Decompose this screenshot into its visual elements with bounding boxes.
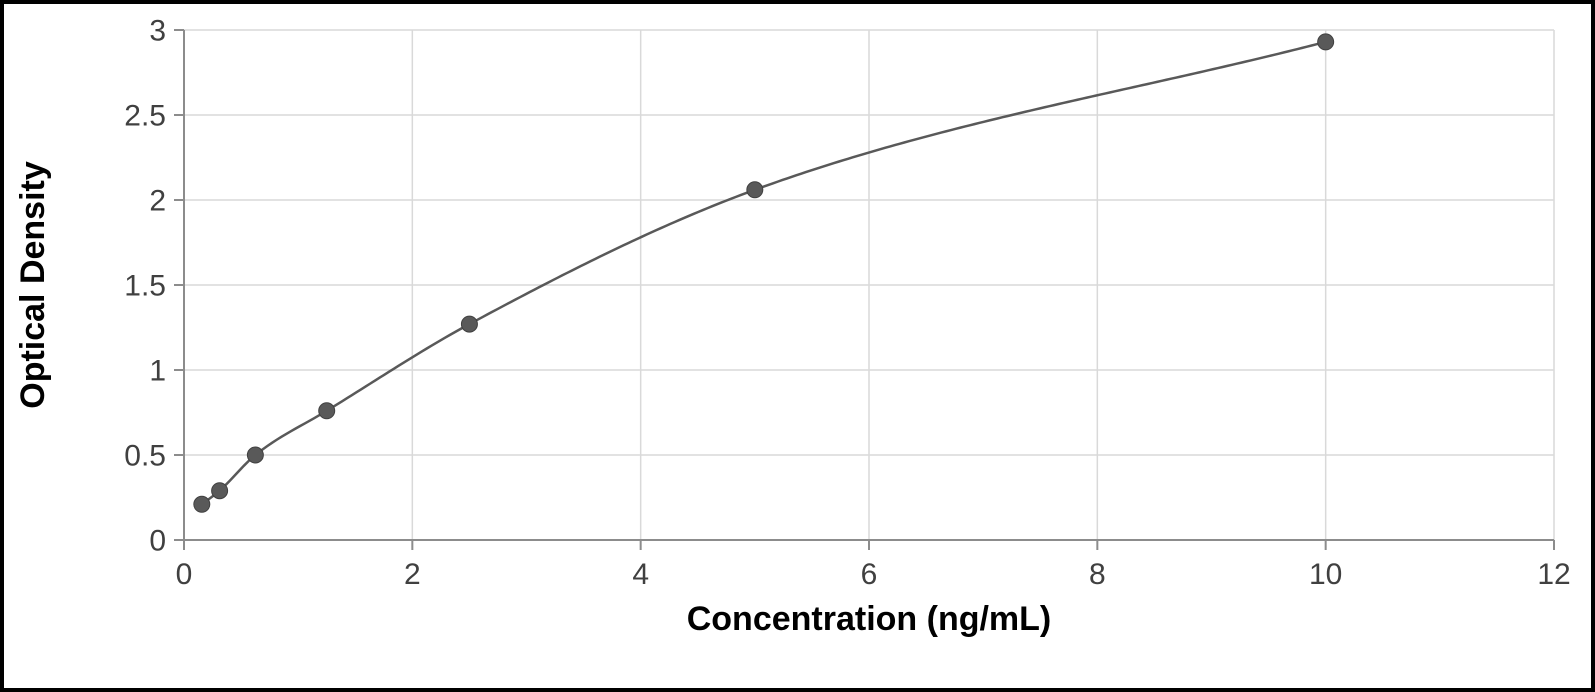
y-axis-title: Optical Density xyxy=(14,161,52,409)
y-tick-label: 2.5 xyxy=(124,100,166,133)
data-point xyxy=(461,316,477,332)
chart-container: 0 2 4 6 8 10 12 0 0.5 1 1.5 2 2.5 3 Concentration (ng/… xyxy=(0,0,1595,692)
y-tick-label: 2 xyxy=(149,185,166,218)
x-tick-label: 8 xyxy=(1089,558,1106,591)
data-point xyxy=(194,496,210,512)
x-tick-label: 6 xyxy=(861,558,878,591)
x-tick-label: 0 xyxy=(176,558,193,591)
x-tick-label: 10 xyxy=(1309,558,1342,591)
x-tick-label: 4 xyxy=(632,558,649,591)
y-tick-label: 0.5 xyxy=(124,440,166,473)
data-point xyxy=(747,182,763,198)
chart-svg: 0 2 4 6 8 10 12 0 0.5 1 1.5 2 2.5 3 Concentration (ng/… xyxy=(4,4,1591,688)
y-tick-label: 3 xyxy=(149,15,166,48)
x-tick-label: 12 xyxy=(1537,558,1570,591)
y-tick-label: 1.5 xyxy=(124,270,166,303)
y-tick-label: 0 xyxy=(149,525,166,558)
data-point xyxy=(247,447,263,463)
data-point xyxy=(319,403,335,419)
x-axis-title: Concentration (ng/mL) xyxy=(687,600,1052,638)
data-point xyxy=(212,483,228,499)
y-tick-label: 1 xyxy=(149,355,166,388)
fit-curve xyxy=(202,42,1326,504)
data-point xyxy=(1318,34,1334,50)
x-tick-label: 2 xyxy=(404,558,421,591)
